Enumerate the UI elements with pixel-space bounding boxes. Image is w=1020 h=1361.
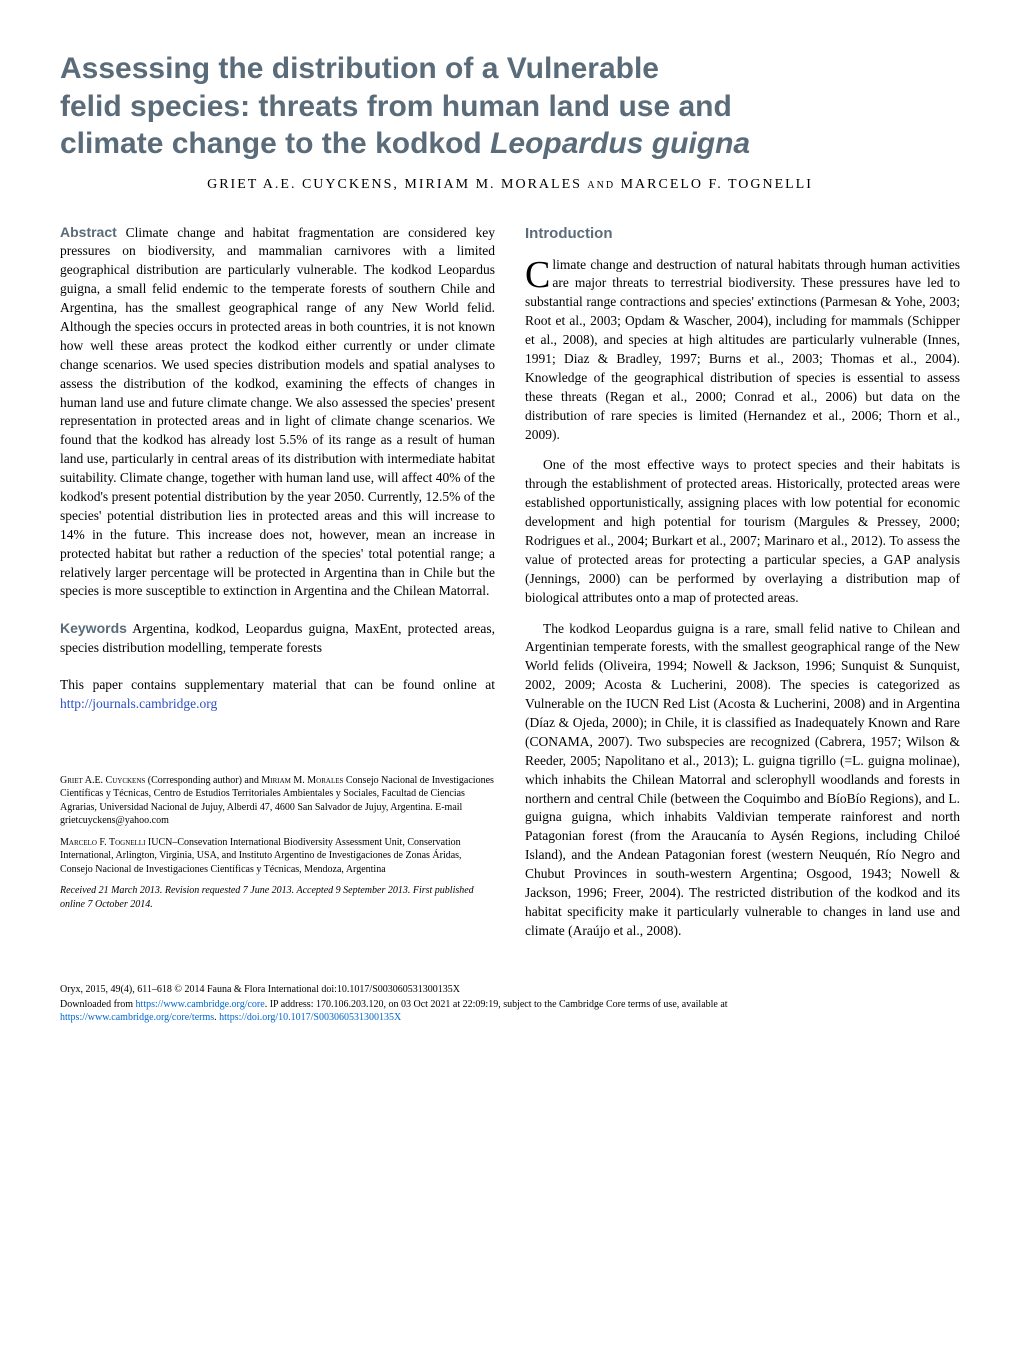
title-line1: Assessing the distribution of a Vulnerab… xyxy=(60,52,659,85)
two-column-layout: Abstract Climate change and habitat frag… xyxy=(60,223,960,953)
aff2-author: Marcelo F. Tognelli xyxy=(60,837,145,848)
aff1-author2: Miriam M. Morales xyxy=(261,775,343,786)
keywords: Keywords Argentina, kodkod, Leopardus gu… xyxy=(60,619,495,658)
affiliations: Griet A.E. Cuyckens (Corresponding autho… xyxy=(60,774,495,912)
footer-link-doi[interactable]: https://doi.org/10.1017/S003060531300135… xyxy=(219,1012,401,1023)
footer-dl-mid: . IP address: 170.106.203.120, on 03 Oct… xyxy=(265,999,728,1010)
dropcap: C xyxy=(525,256,552,291)
supplementary-note: This paper contains supplementary materi… xyxy=(60,676,495,714)
supplementary-text: This paper contains supplementary materi… xyxy=(60,677,495,692)
title-line3-pre: climate change to the kodkod xyxy=(60,127,490,160)
title-line2: felid species: threats from human land u… xyxy=(60,90,732,123)
footer-download-info: Downloaded from https://www.cambridge.or… xyxy=(60,998,960,1011)
abstract-label: Abstract xyxy=(60,224,117,240)
received-dates: Received 21 March 2013. Revision request… xyxy=(60,884,495,911)
keywords-label: Keywords xyxy=(60,620,127,636)
footer-link-terms[interactable]: https://www.cambridge.org/core/terms xyxy=(60,1012,214,1023)
intro-paragraph-3: The kodkod Leopardus guigna is a rare, s… xyxy=(525,620,960,941)
footer-dl-pre: Downloaded from xyxy=(60,999,136,1010)
intro-paragraph-1: Climate change and destruction of natura… xyxy=(525,256,960,445)
left-column: Abstract Climate change and habitat frag… xyxy=(60,223,495,953)
abstract: Abstract Climate change and habitat frag… xyxy=(60,223,495,602)
introduction-heading: Introduction xyxy=(525,223,960,244)
abstract-body: Climate change and habitat fragmentation… xyxy=(60,225,495,599)
affiliation-2: Marcelo F. Tognelli IUCN–Consevation Int… xyxy=(60,836,495,877)
right-column: Introduction Climate change and destruct… xyxy=(525,223,960,953)
footer-terms: https://www.cambridge.org/core/terms. ht… xyxy=(60,1011,960,1024)
intro-paragraph-2: One of the most effective ways to protec… xyxy=(525,456,960,607)
intro-p1-text: limate change and destruction of natural… xyxy=(525,257,960,442)
footer-citation: Oryx, 2015, 49(4), 611–618 © 2014 Fauna … xyxy=(60,983,960,996)
aff1-role: (Corresponding author) and xyxy=(145,775,261,786)
article-title: Assessing the distribution of a Vulnerab… xyxy=(60,50,960,163)
footer-link-core[interactable]: https://www.cambridge.org/core xyxy=(136,999,265,1010)
aff1-author1: Griet A.E. Cuyckens xyxy=(60,775,145,786)
title-species-name: Leopardus guigna xyxy=(490,127,750,160)
author-list: GRIET A.E. CUYCKENS, MIRIAM M. MORALES a… xyxy=(60,177,960,193)
supplementary-link[interactable]: http://journals.cambridge.org xyxy=(60,696,217,711)
affiliation-1: Griet A.E. Cuyckens (Corresponding autho… xyxy=(60,774,495,828)
page-footer: Oryx, 2015, 49(4), 611–618 © 2014 Fauna … xyxy=(60,983,960,1024)
